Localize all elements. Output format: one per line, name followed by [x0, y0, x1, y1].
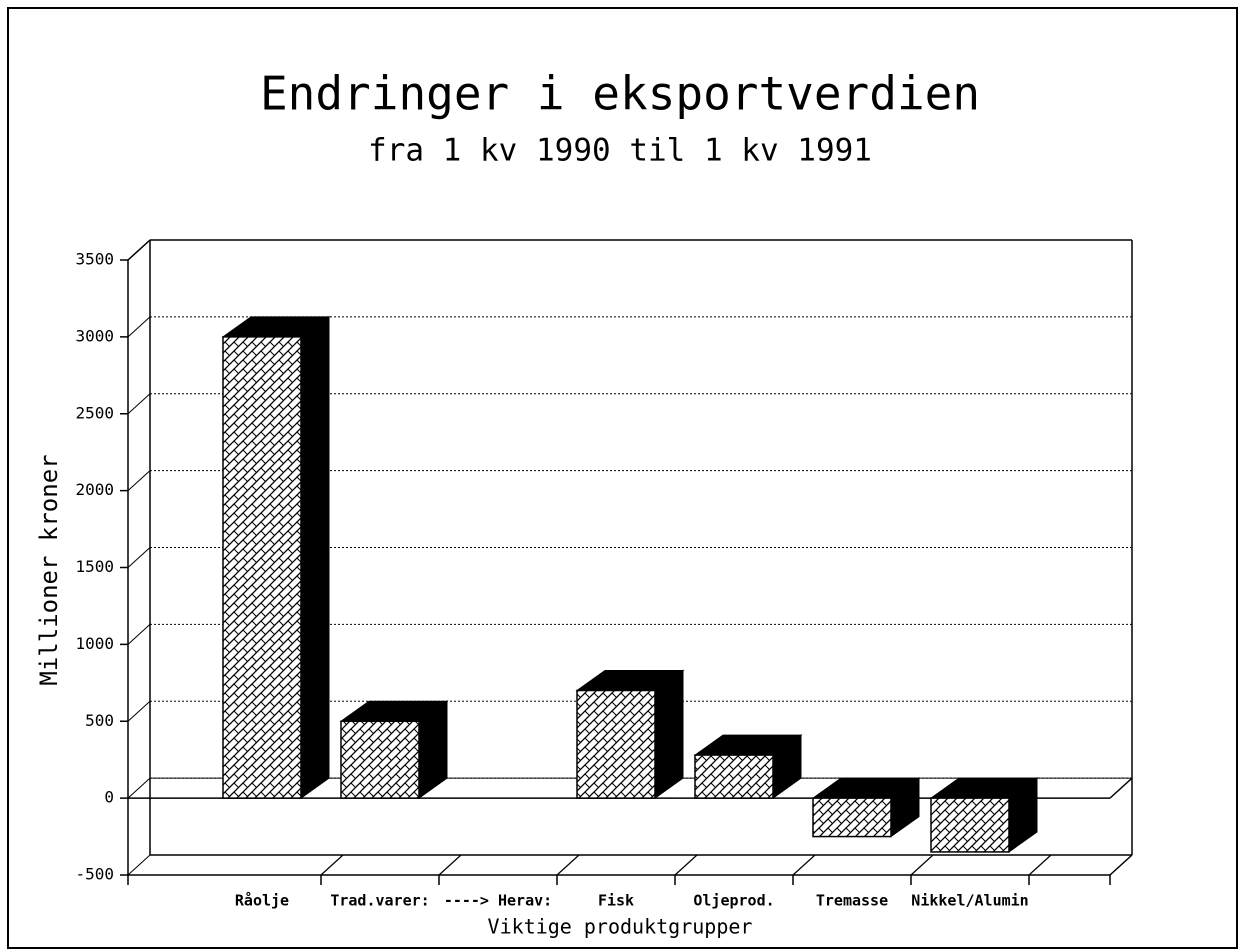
- x-tick-label: Nikkel/Alumin: [911, 892, 1028, 910]
- bar-side: [300, 315, 330, 800]
- bar: [930, 797, 1010, 853]
- depth-tick: [127, 393, 151, 415]
- depth-tick: [127, 854, 151, 876]
- bar-side: [654, 669, 684, 800]
- y-axis-label: Millioner kroner: [35, 454, 63, 685]
- depth-tick: [127, 239, 151, 261]
- y-tick-label: 500: [85, 711, 114, 730]
- x-tick-label: ----> Herav:: [444, 892, 552, 910]
- bar: [340, 720, 420, 799]
- y-tick-label: 1000: [75, 634, 114, 653]
- y-tick-label: 2500: [75, 403, 114, 422]
- bar: [694, 754, 774, 799]
- y-tick-label: 3000: [75, 326, 114, 345]
- x-tick-label: Råolje: [235, 892, 289, 910]
- zero-right: [1109, 777, 1133, 799]
- y-tick-label: 1500: [75, 557, 114, 576]
- depth-tick: [127, 624, 151, 645]
- chart-title: Endringer i eksportverdien: [260, 67, 980, 121]
- slot-divider: [320, 854, 344, 876]
- slot-divider: [438, 854, 462, 876]
- depth-tick: [127, 316, 151, 338]
- y-tick-label: 0: [104, 788, 114, 807]
- depth-tick: [127, 700, 151, 722]
- x-axis-label: Viktige produktgrupper: [488, 915, 753, 939]
- slot-divider: [910, 854, 934, 876]
- y-tick-label: -500: [75, 865, 114, 884]
- x-tick-label: Trad.varer:: [330, 892, 429, 910]
- x-tick-label: Tremasse: [816, 892, 888, 910]
- depth-tick: [127, 547, 151, 568]
- border: [7, 7, 1238, 949]
- x-tick-label: Fisk: [598, 892, 634, 910]
- bar: [576, 689, 656, 799]
- x-tick-label: Oljeprod.: [693, 892, 774, 910]
- depth-tick: [127, 777, 151, 799]
- chart-subtitle: fra 1 kv 1990 til 1 kv 1991: [368, 133, 872, 169]
- slot-divider: [674, 854, 698, 876]
- depth-tick: [127, 470, 151, 491]
- y-tick-label: 2000: [75, 480, 114, 499]
- slot-divider: [792, 854, 816, 876]
- bar: [222, 336, 302, 799]
- bar: [812, 797, 892, 838]
- bottom-right: [1109, 854, 1133, 876]
- slot-divider: [1028, 854, 1052, 876]
- y-tick-label: 3500: [75, 250, 114, 269]
- slot-divider: [556, 854, 580, 876]
